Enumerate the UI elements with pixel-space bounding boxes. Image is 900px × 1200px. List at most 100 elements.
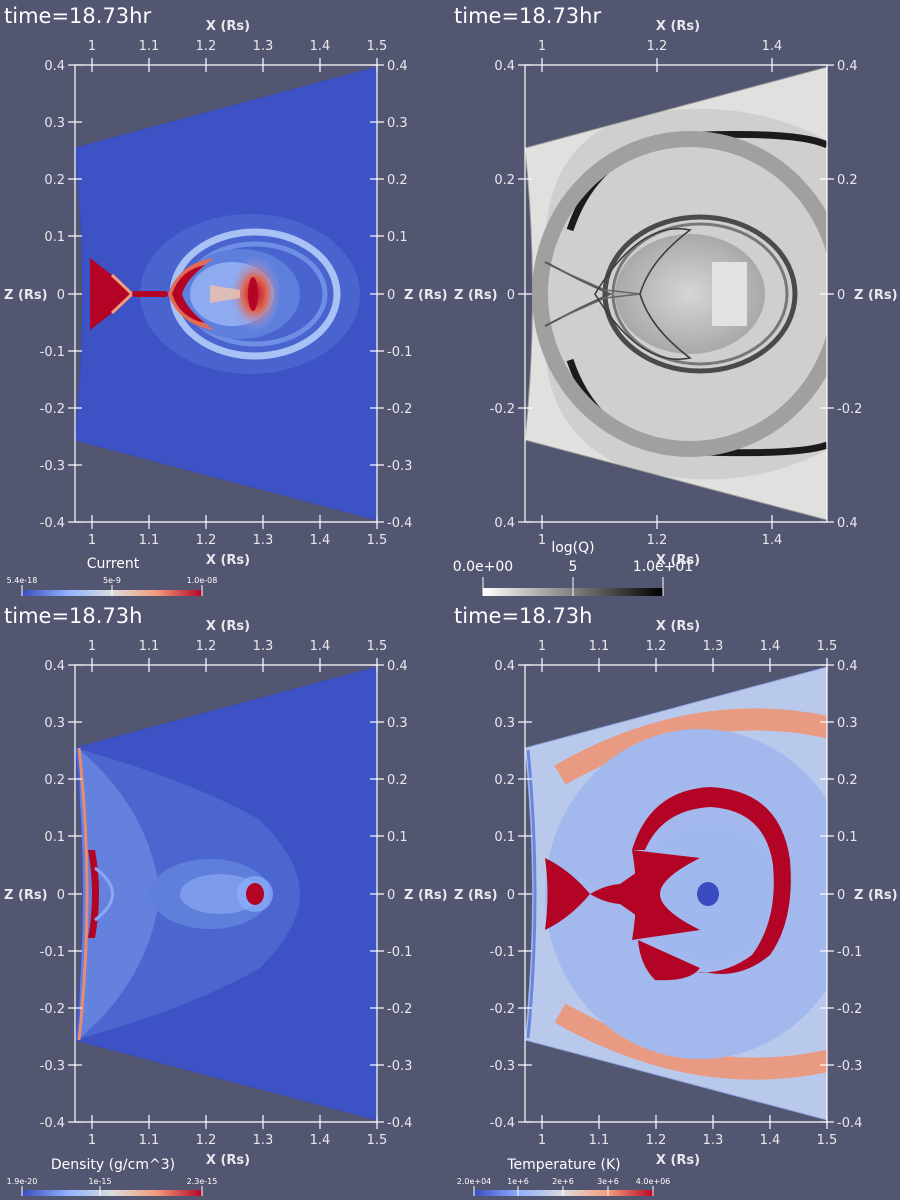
z-tick-label-right: 0.2 bbox=[387, 173, 408, 188]
x-tick-label-top: 1.5 bbox=[367, 639, 388, 654]
z-tick-label-left: -0.1 bbox=[40, 345, 65, 360]
x-tick-label-top: 1.1 bbox=[589, 639, 610, 654]
colorbar-logq-min: 0.0e+00 bbox=[453, 559, 513, 575]
z-tick-label-left: -0.2 bbox=[490, 402, 515, 417]
current-field bbox=[75, 67, 377, 520]
x-tick-label-top: 1.1 bbox=[139, 39, 160, 54]
x-tick-label-top: 1 bbox=[538, 39, 546, 54]
z-tick-label-left: 0 bbox=[507, 888, 515, 903]
axes-temperature: 1 1 1.1 1.1 1.2 1.2 1.3 1.3 1.4 1.4 1.5 1.5 0.4 0.4 0.… bbox=[490, 639, 863, 1148]
z-tick-label-right: 0.3 bbox=[837, 716, 858, 731]
x-tick-label-top: 1.3 bbox=[253, 639, 274, 654]
z-tick-label-left: 0.1 bbox=[44, 830, 65, 845]
z-tick-label-left: -0.1 bbox=[490, 945, 515, 960]
z-tick-label-left: 0.1 bbox=[494, 830, 515, 845]
x-tick-label-top: 1.1 bbox=[139, 639, 160, 654]
x-tick-label-bottom: 1.3 bbox=[253, 533, 274, 548]
colorbar-logq-max: 1.0e+01 bbox=[633, 559, 693, 575]
title-current: time=18.73hr bbox=[4, 4, 151, 28]
panel-density bbox=[74, 666, 378, 1121]
panel-current bbox=[74, 66, 378, 521]
z-tick-label-left: 0 bbox=[57, 288, 65, 303]
density-field bbox=[75, 667, 377, 1120]
x-tick-label-bottom: 1.2 bbox=[196, 533, 217, 548]
z-tick-label-left: 0.2 bbox=[494, 773, 515, 788]
colorbar-current: Current 5.4e-18 5e-9 1.0e-08 bbox=[7, 556, 218, 596]
axes-layer: 1 1 1.1 1.1 1.2 1.2 1.3 1.3 1.4 1.4 1.5 1.5 0.4 0.4 0.… bbox=[40, 39, 863, 1148]
z-tick-label-right: -0.4 bbox=[387, 1116, 412, 1131]
z-tick-label-right: 0.1 bbox=[387, 230, 408, 245]
z-tick-label-left: -0.4 bbox=[40, 1116, 65, 1131]
colorbar-logq-title: log(Q) bbox=[551, 540, 594, 556]
z-tick-label-left: 0.4 bbox=[494, 516, 515, 531]
logq-top-x-label: X (Rs) bbox=[656, 19, 700, 34]
x-tick-label-top: 1.2 bbox=[196, 639, 217, 654]
x-tick-label-top: 1.3 bbox=[253, 39, 274, 54]
z-tick-label-left: -0.1 bbox=[40, 945, 65, 960]
x-tick-label-bottom: 1 bbox=[538, 533, 546, 548]
current-right-z-label: Z (Rs) bbox=[404, 288, 448, 303]
density-left-z-label: Z (Rs) bbox=[4, 888, 48, 903]
z-tick-label-right: 0 bbox=[837, 288, 845, 303]
logq-left-z-label: Z (Rs) bbox=[454, 288, 498, 303]
temperature-field bbox=[525, 667, 827, 1120]
z-tick-label-right: 0 bbox=[387, 888, 395, 903]
colorbar-temperature-ramp bbox=[474, 1190, 654, 1196]
z-tick-label-left: -0.2 bbox=[490, 1002, 515, 1017]
colorbar-temperature-l3: 3e+6 bbox=[597, 1177, 619, 1186]
z-tick-label-left: 0.2 bbox=[44, 173, 65, 188]
z-tick-label-right: -0.2 bbox=[387, 1002, 412, 1017]
colorbar-current-title: Current bbox=[87, 556, 140, 572]
z-tick-label-left: -0.4 bbox=[40, 516, 65, 531]
axes-current: 1 1 1.1 1.1 1.2 1.2 1.3 1.3 1.4 1.4 1.5 1.5 0.4 0.4 0.… bbox=[40, 39, 413, 548]
z-tick-label-left: -0.2 bbox=[40, 1002, 65, 1017]
z-tick-label-left: -0.3 bbox=[40, 459, 65, 474]
z-tick-label-left: 0.4 bbox=[44, 59, 65, 74]
x-tick-label-bottom: 1.3 bbox=[703, 1133, 724, 1148]
x-tick-label-top: 1 bbox=[88, 639, 96, 654]
z-tick-label-left: -0.4 bbox=[490, 1116, 515, 1131]
z-tick-label-left: 0.4 bbox=[494, 59, 515, 74]
density-top-x-label: X (Rs) bbox=[206, 619, 250, 634]
z-tick-label-right: -0.3 bbox=[387, 459, 412, 474]
colorbar-logq: log(Q) 0.0e+00 5 1.0e+01 bbox=[453, 540, 693, 596]
colorbar-current-min: 5.4e-18 bbox=[7, 576, 38, 585]
axes-logq: 1 1 1.2 1.2 1.4 1.4 0.4 0.4 0.2 0.2 0 0 -0.2 -0.2 0.4 0… bbox=[490, 39, 863, 548]
z-tick-label-right: 0 bbox=[387, 288, 395, 303]
current-left-z-label: Z (Rs) bbox=[4, 288, 48, 303]
x-tick-label-bottom: 1.5 bbox=[367, 533, 388, 548]
x-tick-label-top: 1.5 bbox=[817, 639, 838, 654]
logq-right-z-label: Z (Rs) bbox=[854, 288, 898, 303]
z-tick-label-right: 0.2 bbox=[387, 773, 408, 788]
z-tick-label-right: 0.2 bbox=[837, 173, 858, 188]
z-tick-label-left: 0.3 bbox=[44, 716, 65, 731]
x-tick-label-bottom: 1.1 bbox=[139, 533, 160, 548]
x-tick-label-top: 1.5 bbox=[367, 39, 388, 54]
z-tick-label-right: -0.1 bbox=[387, 945, 412, 960]
x-tick-label-top: 1.4 bbox=[760, 639, 781, 654]
density-bottom-x-label: X (Rs) bbox=[206, 1153, 250, 1168]
x-tick-label-bottom: 1.3 bbox=[253, 1133, 274, 1148]
colorbar-current-max: 1.0e-08 bbox=[187, 576, 218, 585]
x-tick-label-top: 1 bbox=[538, 639, 546, 654]
z-tick-label-right: 0.4 bbox=[387, 659, 408, 674]
x-tick-label-bottom: 1.2 bbox=[647, 533, 668, 548]
temperature-right-z-label: Z (Rs) bbox=[854, 888, 898, 903]
x-tick-label-top: 1.4 bbox=[762, 39, 783, 54]
z-tick-label-right: 0.4 bbox=[837, 59, 858, 74]
colorbar-temperature-l2: 2e+6 bbox=[552, 1177, 574, 1186]
z-tick-label-left: 0.4 bbox=[44, 659, 65, 674]
x-tick-label-bottom: 1.2 bbox=[196, 1133, 217, 1148]
x-tick-label-bottom: 1.5 bbox=[817, 1133, 838, 1148]
z-tick-label-left: 0 bbox=[57, 888, 65, 903]
x-tick-label-top: 1.3 bbox=[703, 639, 724, 654]
z-tick-label-right: 0.3 bbox=[387, 116, 408, 131]
z-tick-label-right: 0.1 bbox=[387, 830, 408, 845]
title-density: time=18.73h bbox=[4, 604, 142, 628]
x-tick-label-bottom: 1.4 bbox=[310, 1133, 331, 1148]
logq-field bbox=[525, 67, 827, 520]
z-tick-label-right: 0.2 bbox=[837, 773, 858, 788]
x-tick-label-top: 1.2 bbox=[646, 639, 667, 654]
temperature-top-x-label: X (Rs) bbox=[656, 619, 700, 634]
panel-temperature bbox=[524, 666, 828, 1121]
